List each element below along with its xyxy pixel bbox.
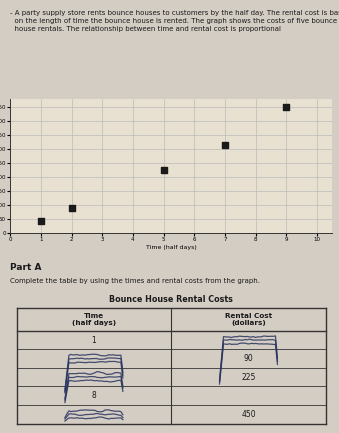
X-axis label: Time (half days): Time (half days) bbox=[146, 245, 197, 250]
Text: - A party supply store rents bounce houses to customers by the half day. The ren: - A party supply store rents bounce hous… bbox=[10, 10, 339, 32]
Point bbox=[38, 217, 43, 224]
Text: 450: 450 bbox=[241, 410, 256, 419]
Text: Rental Cost
(dollars): Rental Cost (dollars) bbox=[225, 313, 272, 326]
Text: Complete the table by using the times and rental costs from the graph.: Complete the table by using the times an… bbox=[10, 278, 260, 284]
Point bbox=[222, 142, 227, 149]
Text: 8: 8 bbox=[92, 391, 96, 400]
Text: 225: 225 bbox=[241, 373, 256, 381]
Point bbox=[283, 104, 289, 111]
Text: Part A: Part A bbox=[10, 263, 42, 272]
Point bbox=[69, 205, 74, 212]
Text: 90: 90 bbox=[244, 354, 253, 363]
Point bbox=[161, 167, 166, 174]
Text: Bounce House Rental Costs: Bounce House Rental Costs bbox=[109, 295, 233, 304]
Text: 1: 1 bbox=[92, 336, 96, 345]
Text: Time
(half days): Time (half days) bbox=[72, 313, 116, 326]
